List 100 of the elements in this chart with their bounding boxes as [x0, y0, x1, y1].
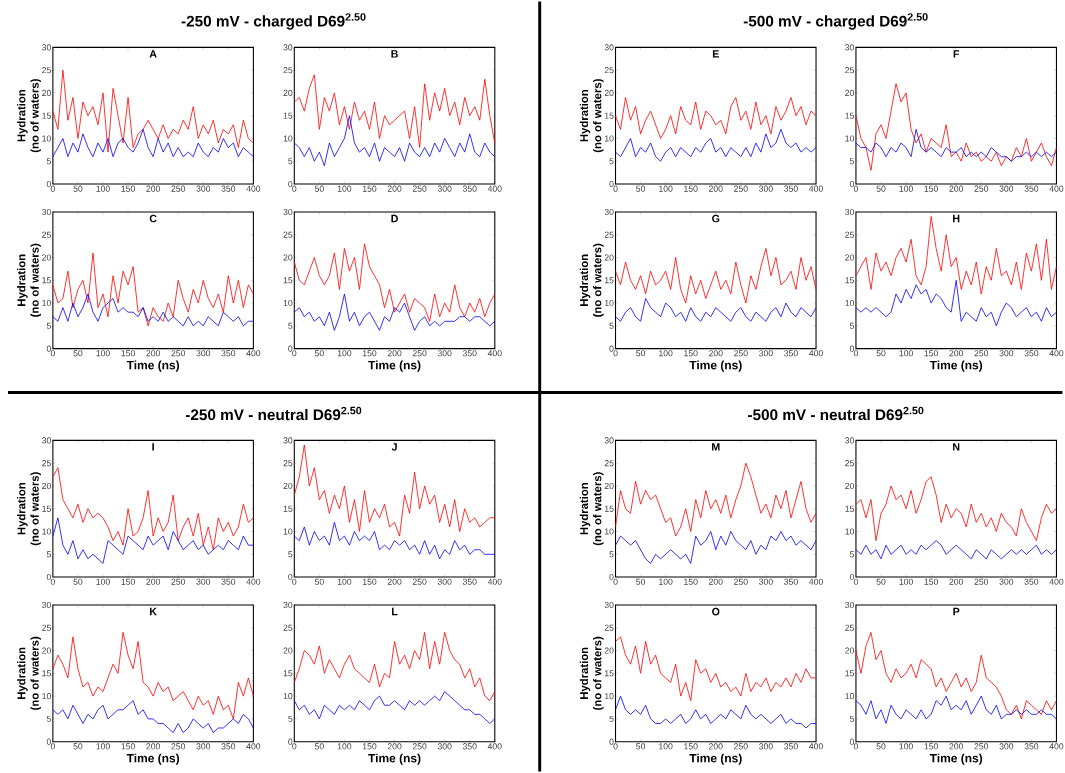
y-tick-label: 30 — [42, 208, 51, 215]
x-tick-label: 300 — [759, 350, 773, 357]
y-tick-label: 10 — [604, 693, 614, 700]
x-tick-label: 200 — [949, 185, 964, 192]
y-tick-label: 25 — [42, 460, 51, 467]
x-tick-label: 150 — [684, 350, 698, 357]
y-tick-label: 10 — [283, 528, 293, 535]
x-tick-label: 250 — [171, 185, 186, 192]
y-tick-label: 5 — [849, 551, 854, 558]
y-tick-label: 30 — [604, 208, 614, 215]
y-tick-label: 30 — [42, 437, 51, 444]
x-tick-label: 250 — [974, 578, 989, 585]
y-tick-label: 25 — [845, 231, 854, 238]
x-tick-label: 100 — [899, 743, 913, 750]
x-tick-label: 100 — [659, 185, 673, 192]
x-tick-label: 150 — [362, 185, 377, 192]
y-tick-label: 15 — [283, 112, 293, 119]
y-tick-label: 10 — [845, 135, 854, 142]
y-tick-label: 5 — [46, 158, 51, 165]
x-tick-label: 250 — [974, 350, 989, 357]
x-tick-label: 350 — [1024, 578, 1039, 585]
chart-title: J — [391, 443, 397, 451]
y-tick-label: 10 — [42, 299, 51, 307]
x-tick-label: 250 — [412, 350, 427, 357]
y-tick-label: 30 — [42, 44, 51, 51]
x-tick-label: 350 — [462, 185, 477, 192]
y-tick-label: 20 — [845, 254, 854, 261]
y-tick-label: 5 — [849, 715, 854, 722]
y-tick-label: 15 — [283, 277, 293, 284]
y-tick-label: 25 — [845, 624, 854, 631]
x-tick-label: 300 — [999, 578, 1014, 585]
x-tick-label: 350 — [784, 350, 798, 357]
line-series — [615, 298, 817, 322]
x-tick-label: 150 — [121, 185, 135, 192]
x-tick-label: 50 — [314, 185, 324, 192]
x-tick-label: 350 — [784, 578, 798, 585]
y-tick-label: 25 — [42, 624, 51, 631]
x-tick-label: 300 — [196, 743, 211, 750]
line-series — [52, 252, 254, 327]
y-tick-label: 5 — [46, 551, 51, 558]
y-tick-label: 10 — [845, 693, 854, 700]
x-tick-label: 400 — [246, 578, 261, 585]
y-tick-label: 5 — [288, 715, 293, 722]
x-tick-label: 350 — [462, 743, 477, 750]
y-tick-label: 10 — [42, 528, 51, 535]
y-tick-label: 30 — [845, 44, 854, 51]
chart-title: B — [391, 50, 398, 58]
x-tick-label: 100 — [899, 185, 913, 192]
line-series — [52, 631, 254, 720]
x-tick-label: 350 — [221, 743, 236, 750]
y-tick-label: 0 — [609, 345, 614, 352]
y-tick-label: 30 — [283, 208, 293, 215]
x-tick-label: 300 — [759, 578, 773, 585]
chart-title: D — [391, 214, 398, 223]
x-tick-label: 400 — [487, 578, 502, 585]
x-tick-label: 300 — [196, 350, 211, 357]
x-tick-label: 350 — [1024, 185, 1039, 192]
x-tick-label: 350 — [462, 350, 477, 357]
x-tick-label: 150 — [684, 743, 698, 750]
x-tick-label: 150 — [924, 743, 938, 750]
x-tick-label: 200 — [387, 743, 402, 750]
line-series — [855, 540, 1057, 560]
y-tick-label: 10 — [283, 135, 293, 142]
y-axis-title: Hydration (no of waters) — [579, 243, 604, 317]
x-tick-label: 300 — [196, 185, 211, 192]
x-tick-label: 350 — [784, 743, 798, 750]
y-tick-label: 15 — [604, 277, 614, 284]
y-tick-label: 0 — [46, 738, 51, 745]
x-tick-label: 350 — [221, 350, 236, 357]
line-series — [293, 691, 496, 724]
x-tick-label: 300 — [999, 743, 1014, 750]
x-tick-label: 100 — [899, 350, 913, 357]
x-tick-label: 150 — [362, 743, 377, 750]
y-tick-label: 25 — [42, 67, 51, 74]
y-tick-label: 5 — [609, 322, 614, 329]
text: -250 mV - charged D69$^{2.50}$ — [181, 13, 366, 30]
line-series — [855, 279, 1057, 327]
x-tick-label: 100 — [96, 350, 110, 357]
y-tick-label: 15 — [604, 505, 614, 512]
y-tick-label: 15 — [42, 112, 51, 119]
y-tick-label: 20 — [42, 647, 51, 654]
x-tick-label: 250 — [734, 185, 748, 192]
y-tick-label: 15 — [283, 670, 293, 677]
x-tick-label: 100 — [96, 743, 110, 750]
x-tick-label: 150 — [924, 578, 938, 585]
x-tick-label: 200 — [709, 185, 723, 192]
y-tick-label: 15 — [845, 277, 854, 284]
x-tick-label: 400 — [487, 350, 502, 357]
line-series — [615, 636, 817, 702]
x-tick-label: 350 — [462, 578, 477, 585]
x-tick-label: 300 — [437, 185, 452, 192]
x-axis-title: Time (ns) — [126, 753, 180, 765]
x-tick-label: 150 — [924, 185, 938, 192]
y-tick-label: 5 — [609, 551, 614, 558]
y-tick-label: 20 — [604, 482, 614, 489]
x-tick-label: 50 — [73, 185, 83, 192]
x-axis-title: Time (ns) — [126, 360, 180, 372]
y-tick-label: 20 — [283, 89, 293, 96]
x-tick-label: 250 — [412, 578, 427, 585]
x-tick-label: 400 — [487, 185, 502, 192]
